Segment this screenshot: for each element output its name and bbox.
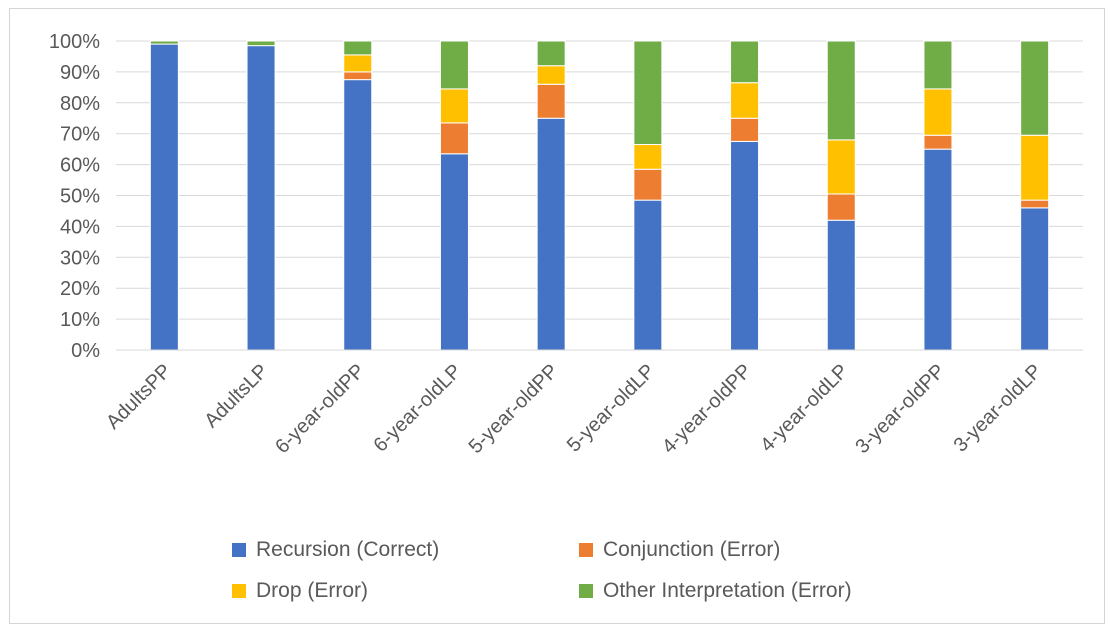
bar-segment-recursion xyxy=(826,219,856,351)
bar-segment-conjunction xyxy=(343,71,373,81)
bar-segment-drop xyxy=(730,82,760,119)
bars xyxy=(149,40,1050,351)
legend-item-drop: Drop (Error) xyxy=(232,579,368,603)
y-tick-label: 100% xyxy=(49,31,100,53)
y-tick-label: 30% xyxy=(60,247,100,269)
bar-segment-drop xyxy=(923,88,953,136)
bar-segment-conjunction xyxy=(633,168,663,201)
legend-swatch-conjunction xyxy=(579,543,593,557)
category-label: 5-year-oldLP xyxy=(563,360,660,457)
bar-segment-other xyxy=(1020,40,1050,136)
y-tick-label: 80% xyxy=(60,93,100,115)
bar-segment-conjunction xyxy=(536,83,566,119)
bar-segment-other xyxy=(149,40,179,45)
bar-segment-recursion xyxy=(439,153,469,351)
category-label: AdultsPP xyxy=(102,360,176,434)
legend-item-other: Other Interpretation (Error) xyxy=(579,579,852,603)
category-label: 5-year-oldPP xyxy=(465,360,563,458)
legend-label-conjunction: Conjunction (Error) xyxy=(603,538,781,561)
category-label: 3-year-oldPP xyxy=(851,360,949,458)
bar-segment-drop xyxy=(633,144,663,170)
y-tick-label: 70% xyxy=(60,124,100,146)
bar-segment-drop xyxy=(536,65,566,85)
bar-segment-other xyxy=(730,40,760,84)
y-tick-label: 20% xyxy=(60,278,100,300)
bar-segment-recursion xyxy=(149,43,179,351)
bar-segment-other xyxy=(343,40,373,56)
y-tick-label: 40% xyxy=(60,216,100,238)
bar-segment-conjunction xyxy=(730,117,760,142)
category-label: 3-year-oldLP xyxy=(950,360,1047,457)
category-label: 4-year-oldPP xyxy=(658,360,756,458)
bar-segment-drop xyxy=(343,54,373,73)
bar-segment-other xyxy=(439,40,469,90)
legend-swatch-drop xyxy=(232,584,246,598)
bar-segment-other xyxy=(246,40,276,47)
legend-item-conjunction: Conjunction (Error) xyxy=(579,538,780,562)
category-label: 4-year-oldLP xyxy=(756,360,853,457)
legend-label-drop: Drop (Error) xyxy=(256,579,369,602)
bar-segment-conjunction xyxy=(923,134,953,150)
bar-segment-drop xyxy=(1020,134,1050,201)
y-tick-label: 60% xyxy=(60,155,100,177)
y-tick-label: 90% xyxy=(60,62,100,84)
bar-segment-recursion xyxy=(730,140,760,351)
legend-label-other: Other Interpretation (Error) xyxy=(603,579,852,602)
y-axis-tick-labels: 0% 10% 20% 30% 40% 50% 60% 70% 80% 90% 100% xyxy=(49,31,100,362)
bar-segment-other xyxy=(633,40,663,146)
y-tick-label: 50% xyxy=(60,186,100,208)
bar-segment-drop xyxy=(826,139,856,195)
category-label: 6-year-oldPP xyxy=(271,360,369,458)
y-tick-label: 10% xyxy=(60,309,100,331)
bar-segment-conjunction xyxy=(826,193,856,221)
bar-segment-conjunction xyxy=(439,122,469,155)
bar-segment-other xyxy=(923,40,953,90)
legend-swatch-recursion xyxy=(232,543,246,557)
bar-segment-other xyxy=(536,40,566,67)
bar-segment-recursion xyxy=(923,148,953,351)
y-tick-label: 0% xyxy=(71,340,100,362)
category-label: AdultsLP xyxy=(200,360,272,432)
bar-segment-other xyxy=(826,40,856,141)
bar-segment-recursion xyxy=(1020,207,1050,351)
bar-segment-conjunction xyxy=(1020,199,1050,209)
category-label: 6-year-oldLP xyxy=(369,360,466,457)
legend-item-recursion: Recursion (Correct) xyxy=(232,538,439,562)
legend-swatch-other xyxy=(579,584,593,598)
bar-segment-recursion xyxy=(343,79,373,351)
bar-segment-recursion xyxy=(633,199,663,351)
legend-label-recursion: Recursion (Correct) xyxy=(256,538,440,561)
gridlines xyxy=(116,40,1083,320)
bar-segment-recursion xyxy=(536,117,566,351)
bar-segment-drop xyxy=(439,88,469,124)
bar-segment-recursion xyxy=(246,45,276,351)
